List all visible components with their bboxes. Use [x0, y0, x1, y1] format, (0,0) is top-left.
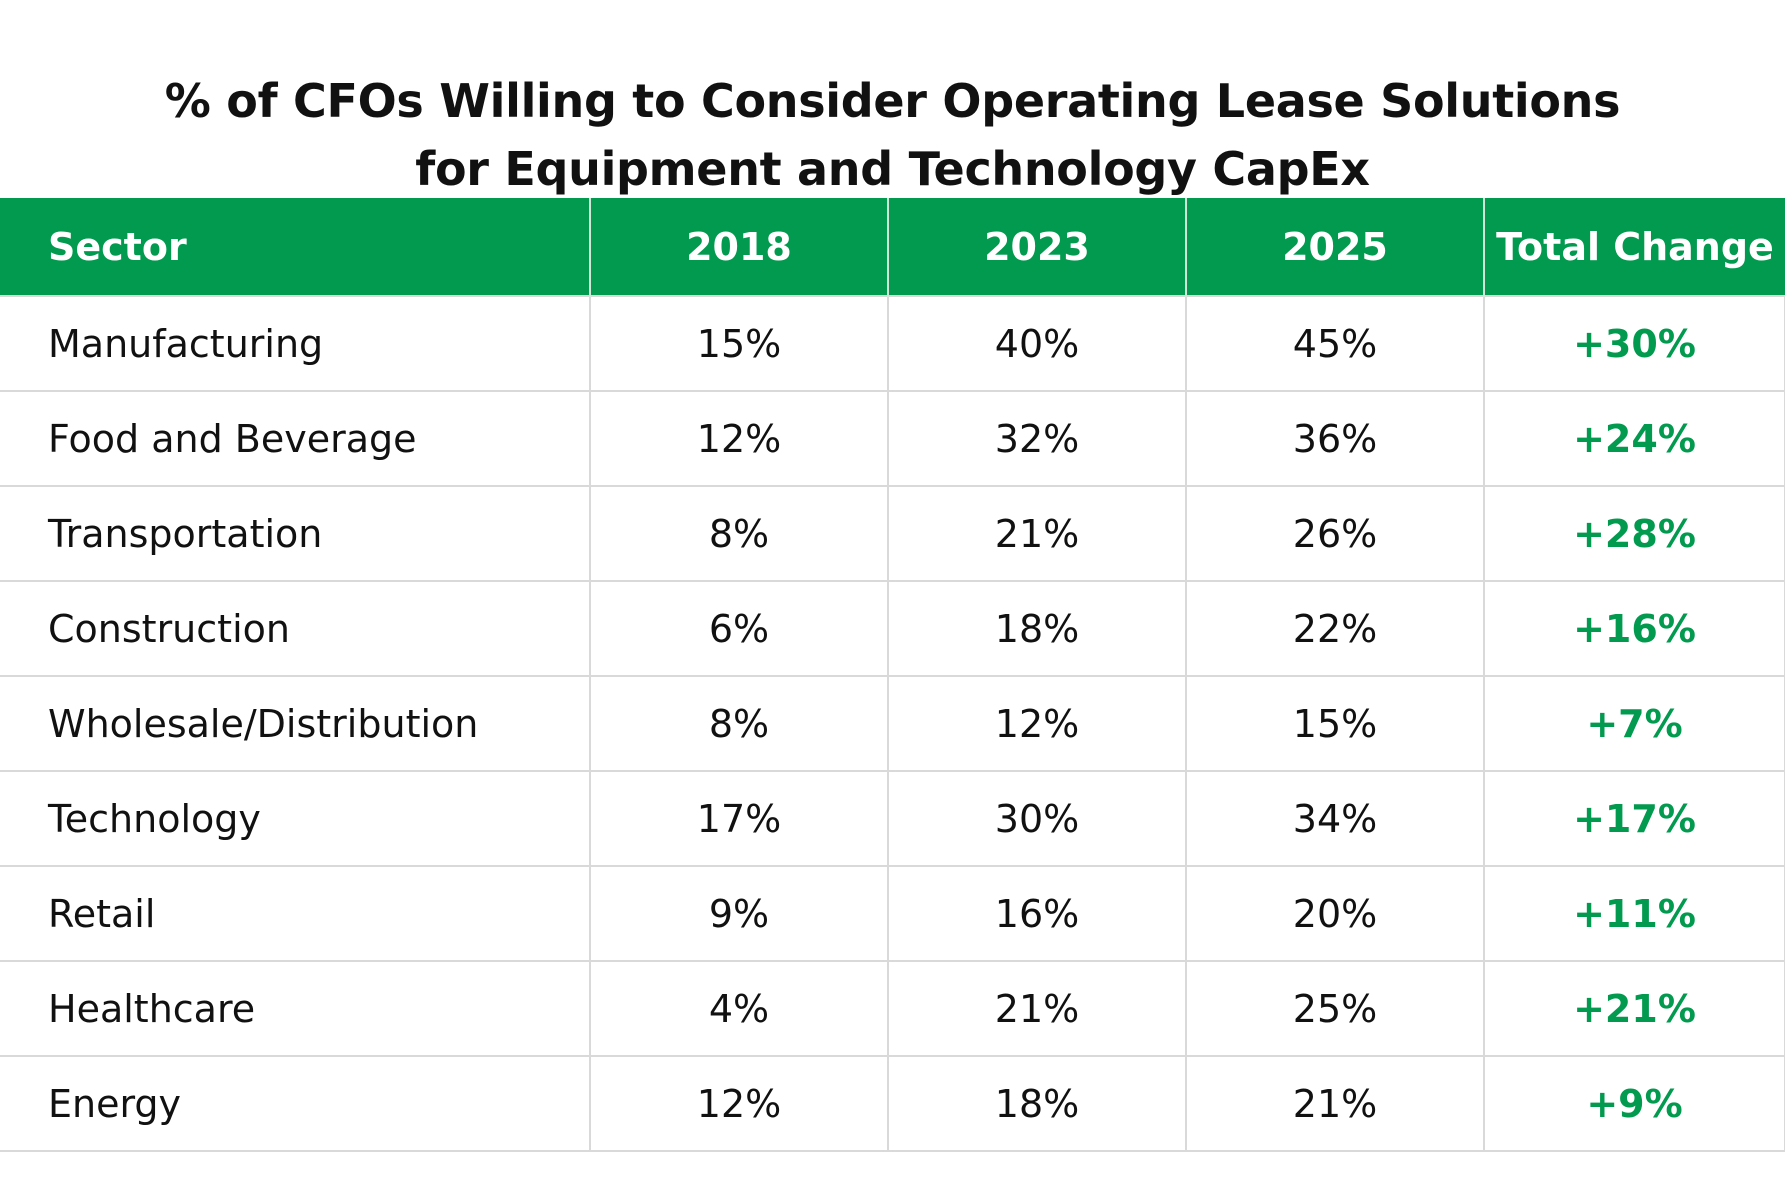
cell-total-change: +24%	[1483, 390, 1785, 487]
cell-2018: 8%	[589, 485, 889, 582]
table-row: Transportation 8% 21% 26% +28%	[0, 485, 1785, 582]
table-body: Manufacturing 15% 40% 45% +30% Food and Bever…	[0, 295, 1785, 1152]
cell-sector: Construction	[0, 580, 591, 677]
column-header-2023: 2023	[887, 198, 1186, 296]
cell-2018: 9%	[589, 865, 889, 962]
cell-2023: 16%	[887, 865, 1187, 962]
column-header-total-change: Total Change	[1483, 198, 1785, 296]
cell-2023: 18%	[887, 1055, 1187, 1152]
cell-2025: 36%	[1185, 390, 1485, 487]
cell-sector: Technology	[0, 770, 591, 867]
cell-sector: Healthcare	[0, 960, 591, 1057]
cell-2025: 15%	[1185, 675, 1485, 772]
table-row: Construction 6% 18% 22% +16%	[0, 580, 1785, 677]
cell-sector: Retail	[0, 865, 591, 962]
cell-total-change: +9%	[1483, 1055, 1785, 1152]
cell-2025: 22%	[1185, 580, 1485, 677]
cell-2018: 6%	[589, 580, 889, 677]
chart-title-line-2: for Equipment and Technology CapEx	[415, 141, 1370, 196]
cell-total-change: +7%	[1483, 675, 1785, 772]
column-header-sector: Sector	[0, 198, 590, 296]
cell-total-change: +21%	[1483, 960, 1785, 1057]
cell-2025: 21%	[1185, 1055, 1485, 1152]
cell-2018: 4%	[589, 960, 889, 1057]
table-row: Retail 9% 16% 20% +11%	[0, 865, 1785, 962]
table-row: Technology 17% 30% 34% +17%	[0, 770, 1785, 867]
cell-2025: 45%	[1185, 295, 1485, 392]
table-row: Energy 12% 18% 21% +9%	[0, 1055, 1785, 1152]
cell-2023: 21%	[887, 485, 1187, 582]
cell-sector: Manufacturing	[0, 295, 591, 392]
data-table: Sector 2018 2023 2025 Total Change Manuf…	[0, 198, 1785, 1152]
table-row: Wholesale/Distribution 8% 12% 15% +7%	[0, 675, 1785, 772]
column-header-2025: 2025	[1185, 198, 1484, 296]
cell-sector: Energy	[0, 1055, 591, 1152]
cell-2025: 26%	[1185, 485, 1485, 582]
cell-2025: 20%	[1185, 865, 1485, 962]
cell-sector: Wholesale/Distribution	[0, 675, 591, 772]
cell-total-change: +11%	[1483, 865, 1785, 962]
chart-title: % of CFOs Willing to Consider Operating …	[0, 67, 1785, 203]
chart-title-line-1: % of CFOs Willing to Consider Operating …	[164, 73, 1621, 128]
cell-2018: 12%	[589, 390, 889, 487]
cell-2025: 34%	[1185, 770, 1485, 867]
cell-2025: 25%	[1185, 960, 1485, 1057]
cell-total-change: +28%	[1483, 485, 1785, 582]
cell-2023: 32%	[887, 390, 1187, 487]
cell-sector: Food and Beverage	[0, 390, 591, 487]
cell-2018: 15%	[589, 295, 889, 392]
cell-2018: 17%	[589, 770, 889, 867]
cell-2023: 40%	[887, 295, 1187, 392]
table-row: Healthcare 4% 21% 25% +21%	[0, 960, 1785, 1057]
cell-2023: 30%	[887, 770, 1187, 867]
cell-2023: 12%	[887, 675, 1187, 772]
table-row: Food and Beverage 12% 32% 36% +24%	[0, 390, 1785, 487]
cell-2018: 12%	[589, 1055, 889, 1152]
cell-2023: 18%	[887, 580, 1187, 677]
cell-2023: 21%	[887, 960, 1187, 1057]
cell-total-change: +30%	[1483, 295, 1785, 392]
cell-2018: 8%	[589, 675, 889, 772]
cell-total-change: +17%	[1483, 770, 1785, 867]
column-header-2018: 2018	[589, 198, 888, 296]
cell-total-change: +16%	[1483, 580, 1785, 677]
cell-sector: Transportation	[0, 485, 591, 582]
table-header-row: Sector 2018 2023 2025 Total Change	[0, 198, 1785, 296]
table-row: Manufacturing 15% 40% 45% +30%	[0, 295, 1785, 392]
